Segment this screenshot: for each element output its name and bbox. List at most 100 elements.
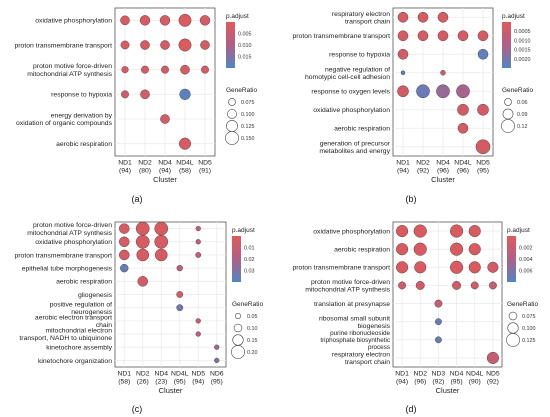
size-legend-circle [506,333,520,347]
data-point [135,234,150,249]
data-point [180,64,190,75]
y-tick-label: translation at presynapse [314,301,390,308]
data-point [398,281,406,290]
size-legend-label: 0.100 [241,112,255,118]
data-point [468,225,481,238]
data-point [121,66,129,74]
data-point [400,70,406,75]
data-point [179,137,191,150]
color-legend-tick: 0.0005 [514,29,531,35]
y-tick-label: proton motive force-driven mitochondrial … [27,222,112,237]
data-point [486,351,499,364]
x-axis-title: Cluster [436,386,460,395]
color-legend-tick: 0.004 [519,257,533,263]
data-point [120,40,130,50]
data-point [119,236,130,247]
data-point [416,84,430,99]
y-tick-label: proton motive force-driven mitochondrial … [27,63,112,78]
size-legend-label: 0.150 [241,136,255,142]
y-tick-label: response to hypoxia [329,52,390,59]
data-point [397,30,409,42]
x-tick-label: ND1 (94) [396,159,410,174]
data-point [413,224,427,238]
panel-label: (d) [406,404,417,414]
panel-d: oxidative phosphorylation aerobic respira… [293,221,538,414]
y-tick-label: gliogenesis [78,292,113,299]
panel-b: respiratory electron transport chain proto… [293,7,533,204]
size-legend-circle [231,345,245,359]
size-legend-circle [507,322,519,334]
data-point [160,114,170,124]
color-legend-tick: 0.002 [519,246,533,252]
color-legend-title: p.adjust [502,13,525,20]
data-point [477,103,489,116]
size-legend-label: 0.12 [517,124,528,130]
size-legend-title: GeneRatio [507,301,538,308]
data-point [195,318,201,324]
data-point [477,48,489,60]
x-tick-label: ND4 (94) [158,159,172,174]
x-tick-label: ND4 (96) [436,159,450,174]
y-tick-label: kinetochore assembly [46,345,112,352]
data-point [195,239,201,245]
size-legend-circle [235,313,241,319]
data-point [440,70,446,76]
data-point [457,103,469,116]
x-tick-label: ND2 (96) [413,370,427,385]
data-point [119,223,130,234]
data-point [414,261,427,274]
size-legend-circle [233,323,243,333]
panel-a: oxidative phosphorylation proton transmem… [15,7,257,204]
data-point [436,84,450,99]
data-point [178,13,192,27]
y-tick-label: proton transmembrane transport [15,42,113,49]
data-point [397,48,409,60]
data-point [120,15,130,26]
plot-area [392,221,503,368]
size-legend-label: 0.09 [517,112,528,118]
data-point [434,299,443,308]
size-legend-label: 0.05 [247,314,258,320]
x-tick-label: ND1 (94) [395,370,409,385]
y-tick-label: respiratory electron transport chain [332,11,390,26]
data-point [176,265,183,272]
data-point [417,11,429,23]
y-tick-label: aerobic respiration [334,126,390,133]
data-point [413,242,427,256]
data-point [199,15,211,26]
size-legend-circle [501,119,515,133]
size-legend-circle [226,120,238,132]
color-legend-tick: 0.02 [244,257,255,263]
data-point [457,122,469,134]
x-tick-label: ND4L (58) [176,159,194,174]
color-legend-title: p.adjust [507,227,530,234]
size-legend-label: 0.20 [247,350,258,356]
data-point [396,261,409,274]
data-point [120,263,129,273]
data-point [397,85,409,98]
data-point [435,336,442,344]
size-legend-label: 0.06 [517,100,528,106]
data-point [176,304,184,312]
data-point [489,281,497,290]
size-legend-label: 0.15 [247,338,258,344]
y-tick-label: positive regulation of neurogenesis [50,301,113,316]
y-tick-label: aerobic electron transport chain [35,314,112,329]
color-legend-tick: 0.010 [238,43,252,49]
x-tick-label: ND4L (95) [171,370,189,385]
x-tick-label: ND5 (91) [198,159,212,174]
size-legend-circle [504,98,512,106]
size-legend-label: 0.125 [241,124,255,130]
data-point [214,357,220,363]
size-legend-title: GeneRatio [232,301,263,308]
x-tick-label: ND4 (23) [154,370,168,385]
x-tick-label: ND2 (80) [138,159,152,174]
data-point [178,38,192,52]
y-tick-label: ribosomal small subunit biogenesis [319,315,391,330]
data-point [200,40,210,50]
size-legend-title: GeneRatio [502,87,533,94]
data-point [154,221,169,236]
x-tick-label: ND1 (94) [118,159,132,174]
x-axis-title: Cluster [159,386,183,395]
color-legend-title: p.adjust [232,227,255,234]
